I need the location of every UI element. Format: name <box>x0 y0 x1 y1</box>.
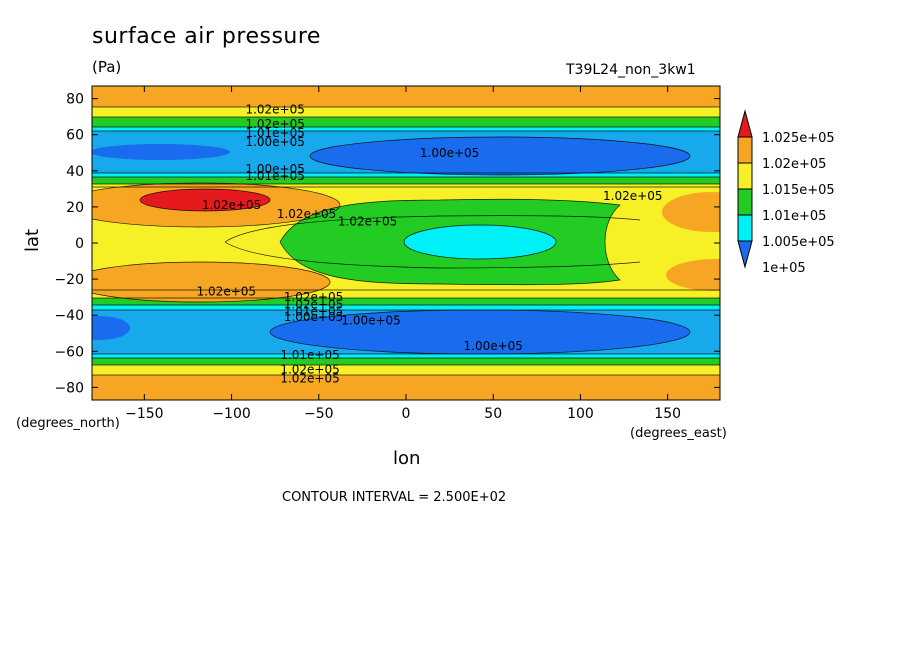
y-tick-label: 60 <box>66 128 84 144</box>
x-unit-note: (degrees_east) <box>630 426 727 441</box>
y-unit-note: (degrees_north) <box>16 416 120 431</box>
contour-label: 1.00e+05 <box>420 146 479 160</box>
contour-label: 1.02e+05 <box>284 297 343 311</box>
x-tick-label: −50 <box>304 406 334 422</box>
legend-arrow-bottom <box>737 240 753 269</box>
contour-label: 1.01e+05 <box>280 348 339 362</box>
run-name: T39L24_non_3kw1 <box>566 62 696 78</box>
contour-label: 1.02e+05 <box>280 371 339 385</box>
x-tick-label: −100 <box>212 406 250 422</box>
contour-label: 1.02e+05 <box>197 285 256 299</box>
y-axis: −80 −60 −40 −20 0 20 40 60 80 <box>54 92 720 396</box>
x-axis-label: lon <box>393 448 421 469</box>
y-tick-label: 40 <box>66 164 84 180</box>
contour-label: 1.02e+05 <box>245 117 304 131</box>
y-tick-label: 20 <box>66 200 84 216</box>
y-tick-label: −40 <box>54 308 84 324</box>
y-tick-label: −20 <box>54 272 84 288</box>
contour-label: 1.00e+05 <box>245 162 304 176</box>
legend-swatch <box>737 214 753 242</box>
x-tick-label: 0 <box>402 406 411 422</box>
legend-arrow-top <box>737 109 753 138</box>
legend-label: 1.025e+05 <box>762 131 835 146</box>
contour-label: 1.02e+05 <box>603 189 662 203</box>
legend-label: 1.005e+05 <box>762 235 835 250</box>
contour-label: 1.02e+05 <box>284 290 343 304</box>
pressure-field: 1.02e+051.02e+051.01e+051.00e+051.00e+05… <box>92 86 720 400</box>
legend-swatch <box>737 136 753 164</box>
legend-swatch <box>737 188 753 216</box>
legend-label: 1.02e+05 <box>762 157 826 172</box>
contour-label: 1.00e+05 <box>284 310 343 324</box>
contour-label: 1.00e+05 <box>464 339 523 353</box>
chart-title: surface air pressure <box>92 24 321 49</box>
contour-label: 1.01e+05 <box>245 126 304 140</box>
chart-units: (Pa) <box>92 58 122 76</box>
contour-label: 1.02e+05 <box>338 214 397 228</box>
color-legend: 1.025e+05 1.02e+05 1.015e+05 1.01e+05 1.005e… <box>737 109 835 276</box>
contour-interval: CONTOUR INTERVAL = 2.500E+02 <box>282 490 507 505</box>
x-tick-label: −150 <box>125 406 163 422</box>
y-tick-label: −80 <box>54 380 84 396</box>
legend-swatch <box>737 162 753 190</box>
contour-label: 1.02e+05 <box>280 362 339 376</box>
y-tick-label: −60 <box>54 344 84 360</box>
contour-label: 1.02e+05 <box>277 207 336 221</box>
contour-label: 1.01e+05 <box>245 169 304 183</box>
y-tick-label: 0 <box>75 236 84 252</box>
x-tick-label: 150 <box>654 406 681 422</box>
legend-label: 1.015e+05 <box>762 183 835 198</box>
x-tick-label: 50 <box>484 406 502 422</box>
contour-label: 1.01e+05 <box>284 305 343 319</box>
contour-label: 1.02e+05 <box>202 198 261 212</box>
contour-label: 1.00e+05 <box>245 135 304 149</box>
contour-label: 1.00e+05 <box>341 314 400 328</box>
contour-label: 1.02e+05 <box>245 102 304 116</box>
x-tick-label: 100 <box>567 406 594 422</box>
y-tick-label: 80 <box>66 92 84 108</box>
legend-label: 1e+05 <box>762 261 806 276</box>
legend-label: 1.01e+05 <box>762 209 826 224</box>
x-axis: −150 −100 −50 0 50 100 150 <box>125 86 681 422</box>
